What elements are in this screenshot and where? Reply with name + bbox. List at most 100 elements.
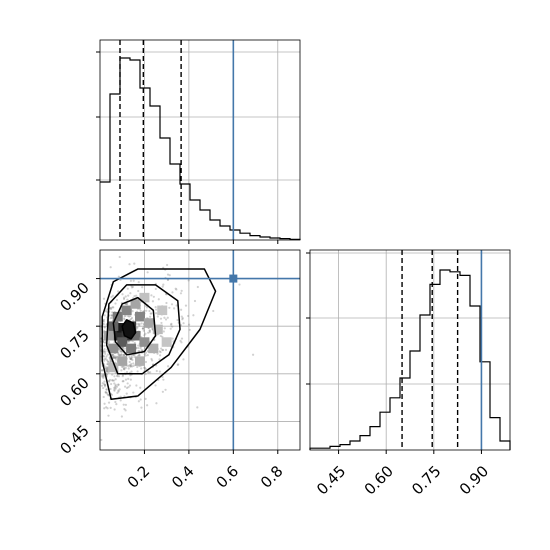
scatter-point: [146, 404, 149, 407]
density-cell: [112, 330, 123, 341]
scatter-point: [104, 350, 107, 353]
scatter-point: [114, 356, 117, 359]
scatter-point: [128, 360, 131, 364]
scatter-point: [122, 354, 125, 357]
scatter-point: [145, 306, 149, 309]
scatter-point: [103, 407, 106, 410]
density-cell: [148, 343, 159, 354]
scatter-point: [154, 384, 157, 387]
scatter-point: [101, 375, 104, 378]
scatter-point: [130, 357, 133, 360]
scatter-point: [101, 374, 104, 377]
scatter-point: [154, 305, 157, 309]
scatter-point: [143, 309, 146, 313]
scatter-point: [137, 344, 140, 347]
joint-panel: 0.2 0.4 0.6 0.8 0.90 0.75 0.60 0.45: [56, 249, 301, 492]
scatter-point: [109, 307, 113, 311]
scatter-point: [138, 353, 141, 357]
scatter-point: [129, 374, 132, 377]
scatter-point: [128, 384, 132, 387]
scatter-point: [117, 352, 120, 356]
scatter-point: [124, 385, 127, 388]
scatter-point: [102, 323, 106, 326]
scatter-point: [118, 348, 121, 351]
scatter-point: [180, 308, 183, 311]
scatter-point: [158, 354, 162, 357]
scatter-point: [115, 385, 119, 388]
scatter-point: [163, 316, 166, 319]
scatter-point: [118, 353, 121, 357]
scatter-point: [166, 316, 169, 319]
scatter-point: [141, 327, 145, 330]
scatter-point: [144, 368, 147, 371]
contour-3: [101, 268, 217, 400]
density-cell: [126, 343, 137, 354]
scatter-point: [105, 368, 108, 371]
scatter-point: [149, 371, 152, 374]
scatter-point: [102, 320, 105, 323]
scatter-point: [129, 357, 132, 361]
scatter-point: [120, 353, 123, 357]
y-tick-label-joint: 0.60: [56, 374, 92, 410]
scatter-point: [111, 314, 114, 317]
scatter-point: [151, 300, 155, 303]
scatter-point: [149, 315, 152, 318]
scatter-point: [165, 263, 169, 267]
scatter-point: [132, 353, 135, 357]
scatter-point: [102, 386, 105, 390]
scatter-point: [110, 316, 114, 319]
x-tick-label-joint: 0.6: [213, 462, 243, 492]
scatter-point: [121, 293, 124, 296]
scatter-point: [133, 262, 136, 265]
density-cell: [152, 324, 163, 335]
scatter-point: [128, 364, 131, 367]
scatter-point: [128, 315, 131, 318]
density-cell: [139, 292, 150, 303]
scatter-point: [109, 406, 112, 409]
scatter-point: [102, 355, 105, 358]
scatter-point: [113, 408, 116, 411]
scatter-point: [122, 367, 125, 370]
scatter-point: [148, 309, 151, 313]
scatter-point: [162, 283, 165, 286]
scatter-point: [135, 384, 138, 387]
scatter-point: [114, 386, 117, 389]
scatter-point: [117, 275, 120, 278]
scatter-point: [148, 329, 151, 333]
scatter-point: [125, 386, 129, 390]
scatter-point: [176, 318, 179, 322]
scatter-point: [130, 316, 134, 320]
scatter-point: [103, 375, 106, 378]
scatter-point: [251, 353, 255, 356]
scatter-point: [105, 388, 108, 391]
scatter-point: [139, 347, 142, 350]
scatter-point: [118, 388, 121, 391]
scatter-point: [147, 371, 150, 374]
scatter-point: [123, 318, 126, 321]
scatter-point: [139, 398, 142, 401]
scatter-point: [143, 346, 147, 350]
scatter-point: [107, 360, 110, 364]
scatter-point: [136, 370, 139, 373]
scatter-point: [105, 391, 108, 394]
scatter-point: [163, 327, 166, 330]
y-tick-label-joint: 0.45: [56, 422, 92, 458]
scatter-point: [106, 407, 109, 410]
scatter-point: [116, 375, 119, 378]
scatter-point: [107, 401, 111, 404]
scatter-point: [133, 355, 136, 359]
scatter-point: [162, 330, 165, 333]
density-cell: [112, 311, 123, 322]
scatter-point: [127, 377, 130, 380]
scatter-point: [113, 388, 116, 391]
scatter-point: [140, 348, 143, 352]
scatter-point: [143, 334, 146, 337]
scatter-point: [103, 326, 106, 329]
scatter-point: [144, 360, 148, 364]
scatter-point: [150, 312, 153, 315]
scatter-point: [168, 274, 171, 277]
scatter-point: [131, 285, 135, 289]
scatter-point: [138, 323, 141, 326]
scatter-point: [177, 363, 180, 366]
